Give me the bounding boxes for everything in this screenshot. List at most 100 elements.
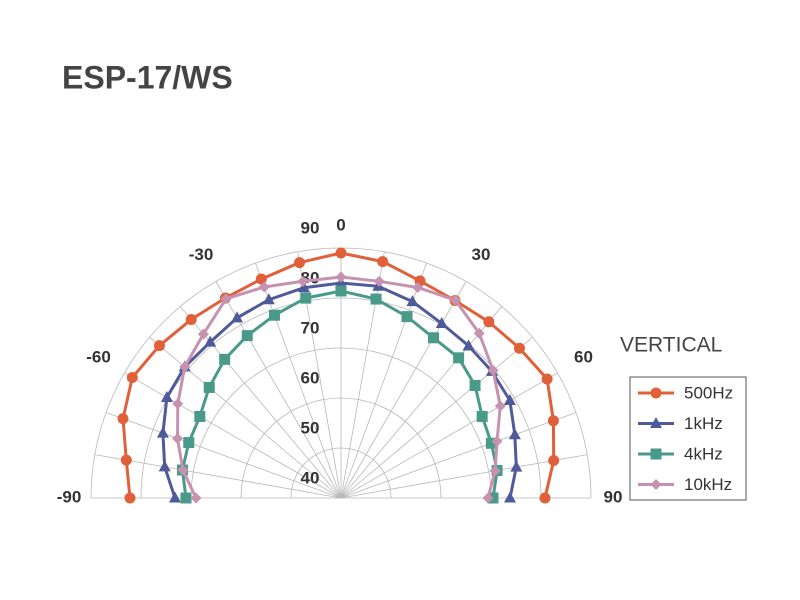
legend-label: 1kHz [684, 414, 723, 433]
grid-spoke [340, 251, 385, 499]
marker [469, 380, 481, 392]
marker [412, 282, 424, 294]
marker [406, 295, 419, 307]
theta-tick-label: -60 [86, 347, 111, 366]
marker [220, 293, 232, 305]
marker [156, 426, 169, 438]
marker [401, 311, 413, 323]
marker [428, 332, 439, 344]
grid-spoke [94, 454, 342, 499]
grid-spoke [149, 336, 342, 499]
marker [268, 309, 280, 321]
marker [335, 247, 347, 259]
theta-tick-label: -30 [189, 245, 214, 264]
marker [160, 391, 173, 402]
marker [547, 415, 559, 427]
marker [194, 411, 206, 422]
marker [297, 281, 310, 293]
legend-label: 500Hz [684, 383, 733, 402]
marker [539, 492, 551, 504]
r-tick-label: 70 [301, 318, 320, 337]
grid-spoke [340, 336, 533, 499]
marker [293, 257, 305, 269]
marker [462, 339, 475, 351]
marker [489, 465, 501, 477]
marker [258, 281, 270, 293]
marker [650, 448, 662, 460]
marker [169, 491, 181, 503]
marker [513, 342, 525, 354]
marker [370, 293, 382, 305]
marker [197, 328, 209, 340]
theta-tick-label: 30 [472, 245, 491, 264]
marker [494, 400, 506, 412]
grid-spoke [340, 372, 558, 499]
marker [241, 330, 253, 342]
series-line [175, 275, 502, 499]
grid-spoke [340, 412, 577, 499]
grid-spoke [340, 306, 503, 499]
marker [124, 492, 136, 504]
marker [171, 432, 183, 444]
marker [335, 271, 347, 283]
marker [203, 381, 215, 393]
r-tick-label: 90 [301, 218, 320, 237]
marker [453, 352, 465, 364]
marker [485, 437, 497, 449]
theta-tick-label: -90 [57, 487, 82, 506]
marker [548, 454, 560, 466]
theta-tick-label: 90 [604, 487, 623, 506]
chart-title: ESP-17/WS [62, 59, 233, 95]
marker [473, 327, 485, 339]
marker [204, 335, 217, 347]
marker [650, 387, 662, 399]
marker [183, 437, 195, 449]
marker [120, 454, 132, 466]
marker [190, 492, 202, 504]
marker [503, 394, 516, 405]
marker [435, 316, 448, 328]
marker [541, 373, 553, 385]
marker [180, 492, 192, 504]
marker [117, 413, 129, 425]
grid-spoke [340, 281, 467, 499]
marker [487, 364, 499, 376]
marker [231, 311, 243, 323]
theta-tick-label: 0 [336, 215, 345, 234]
marker [377, 256, 389, 268]
marker [126, 372, 138, 383]
marker [449, 294, 461, 306]
marker [300, 292, 312, 304]
marker [510, 460, 523, 472]
marker [158, 460, 171, 472]
marker [335, 285, 347, 297]
legend-box [629, 376, 747, 501]
marker [483, 316, 495, 328]
marker [172, 398, 184, 410]
marker [297, 275, 309, 287]
grid-spoke [124, 372, 342, 499]
marker [482, 492, 494, 504]
marker [262, 293, 275, 305]
legend: 500Hz 1kHz 4kHz 10kHz [638, 383, 733, 494]
legend-label: 10kHz [684, 475, 732, 494]
marker [491, 435, 503, 447]
marker [650, 417, 662, 428]
marker [373, 275, 385, 287]
grid-spoke [179, 306, 342, 499]
legend-label: 4kHz [684, 444, 723, 463]
marker [177, 464, 189, 476]
marker [508, 428, 521, 440]
plot [117, 247, 560, 504]
r-tick-label: 40 [301, 468, 320, 487]
annotation: VERTICAL [620, 334, 722, 357]
marker [504, 491, 516, 503]
marker [650, 479, 662, 490]
r-tick-label: 60 [301, 368, 320, 387]
marker [185, 314, 197, 326]
grid-spoke [105, 412, 342, 499]
grid-spoke [340, 454, 588, 499]
theta-tick-label: 60 [574, 347, 593, 366]
